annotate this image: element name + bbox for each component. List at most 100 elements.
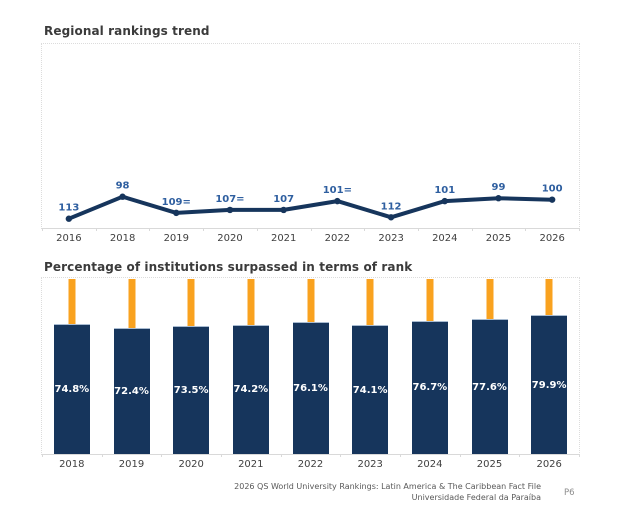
x-axis-tick (95, 228, 97, 231)
data-point-label: 109= (162, 197, 191, 208)
page-number: P6 (564, 488, 575, 498)
x-axis-tick (221, 454, 222, 457)
line-chart-title: Regional rankings trend (44, 24, 210, 38)
bar-column: 74.2% (221, 278, 281, 454)
bar-column: 73.5% (161, 278, 221, 454)
bar-value-label: 73.5% (173, 385, 209, 397)
year-label: 2016 (56, 233, 82, 244)
data-point-marker (387, 214, 395, 221)
x-axis-tick (280, 454, 282, 457)
x-axis-tick (340, 454, 342, 457)
x-axis-tick (42, 228, 43, 231)
year-label: 2026 (536, 459, 562, 470)
bar-value-label: 76.1% (293, 382, 328, 394)
x-axis-tick (310, 228, 312, 231)
data-point-label: 113 (58, 203, 79, 214)
percentage-surpassed-bar-chart: 74.8% 72.4% 73.5% 74.2% 76.1% 74.1% 76.7% 77.6%… (41, 277, 580, 457)
data-point-label: 101= (323, 185, 352, 196)
value-bar: 76.7% (411, 320, 448, 454)
x-axis-tick (149, 228, 151, 231)
data-point-label: 112 (381, 201, 402, 212)
bar-value-label: 74.2% (233, 384, 269, 396)
x-axis-tick (525, 228, 527, 231)
data-point-label: 99 (491, 182, 505, 193)
year-label: 2021 (270, 233, 297, 244)
value-bar: 73.5% (173, 326, 210, 454)
x-axis-tick (203, 228, 205, 231)
year-label: 2018 (109, 233, 136, 244)
year-label: 2020 (178, 459, 204, 470)
data-point-marker (548, 196, 556, 203)
year-label: 2022 (324, 233, 351, 244)
bar-value-label: 77.6% (472, 381, 507, 393)
line-chart-x-axis-labels: 2016 2018 2019 2020 2021 2022 2023 2024 2025 2026 (41, 233, 580, 247)
value-bar: 76.1% (292, 321, 329, 454)
x-axis-tick (579, 454, 580, 457)
data-point-marker (119, 193, 126, 200)
data-point-marker (441, 197, 448, 205)
bar-column: 74.8% (42, 278, 102, 454)
value-bar: 72.4% (113, 328, 150, 454)
x-axis-tick (364, 228, 366, 231)
x-axis-tick (459, 454, 461, 457)
bar-value-label: 76.7% (412, 382, 448, 394)
year-label: 2023 (378, 233, 404, 244)
year-label: 2021 (238, 459, 264, 470)
data-point-label: 101 (434, 185, 455, 196)
year-label: 2024 (432, 233, 458, 244)
bar-chart-x-axis-labels: 2018 2019 2020 2021 2022 2023 2024 2025 2026 (41, 459, 580, 473)
data-point-marker (495, 195, 502, 202)
value-bar: 77.6% (471, 319, 508, 454)
x-axis-tick (400, 454, 401, 457)
year-label: 2022 (297, 459, 324, 470)
year-label: 2026 (539, 233, 565, 244)
bar-column: 74.1% (340, 278, 400, 454)
year-label: 2019 (118, 459, 145, 470)
data-point-marker (280, 206, 287, 214)
x-axis-tick (161, 454, 163, 457)
bar-value-label: 74.1% (352, 384, 388, 396)
bar-column: 77.6% (460, 278, 520, 454)
year-label: 2023 (357, 459, 383, 470)
value-bar: 79.9% (531, 315, 568, 454)
rank-trend-line: 113 98 109= 107= 107 101= 112 101 99 100 (58, 181, 563, 222)
footer: 2026 QS World University Rankings: Latin… (234, 481, 541, 503)
bar-column: 76.7% (400, 278, 460, 454)
data-point-label: 100 (542, 184, 563, 195)
data-point-marker (226, 206, 234, 214)
value-bar: 74.1% (352, 325, 389, 454)
x-axis-tick (42, 454, 43, 457)
data-point-label: 107 (273, 194, 294, 205)
bar-column: 79.9% (519, 278, 579, 454)
data-point-marker (65, 215, 73, 222)
year-label: 2025 (476, 459, 503, 470)
x-axis-tick (519, 454, 521, 457)
x-axis-tick (101, 454, 103, 457)
bar-value-label: 74.8% (54, 383, 90, 395)
year-label: 2020 (217, 233, 243, 244)
x-axis-tick (417, 228, 419, 231)
data-point-label: 107= (215, 194, 244, 205)
year-label: 2025 (485, 233, 512, 244)
year-label: 2024 (417, 459, 443, 470)
x-axis-tick (256, 228, 258, 231)
data-point-marker (334, 197, 341, 205)
footer-institution-name: Universidade Federal da Paraíba (411, 493, 541, 502)
year-label: 2019 (163, 233, 190, 244)
bar-column: 76.1% (281, 278, 341, 454)
year-label: 2018 (59, 459, 85, 470)
data-point-marker (173, 209, 180, 217)
value-bar: 74.2% (232, 324, 269, 454)
value-bar: 74.8% (53, 323, 90, 454)
data-point-label: 98 (116, 181, 130, 192)
regional-rankings-line-chart: 113 98 109= 107= 107 101= 112 101 99 100 (41, 43, 580, 231)
x-axis-tick (579, 228, 580, 231)
bar-column: 72.4% (102, 278, 162, 454)
bar-chart-title: Percentage of institutions surpassed in … (44, 260, 413, 274)
trend-line (66, 194, 555, 221)
bar-value-label: 79.9% (531, 379, 567, 391)
bar-value-label: 72.4% (114, 386, 149, 397)
x-axis-tick (471, 228, 473, 231)
footer-report-title: 2026 QS World University Rankings: Latin… (234, 482, 541, 491)
